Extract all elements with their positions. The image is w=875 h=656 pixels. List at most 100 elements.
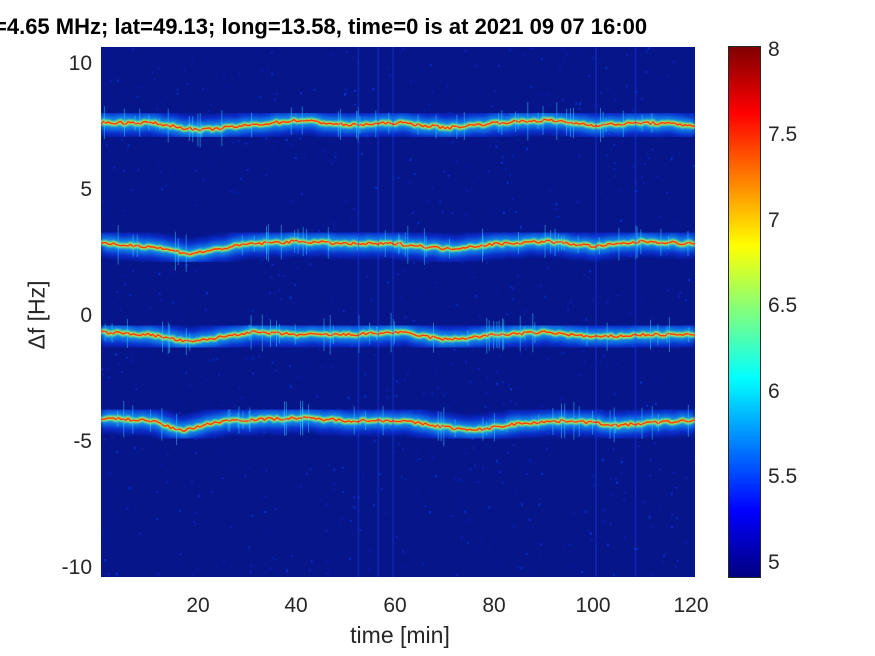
noise-speck	[495, 289, 498, 292]
noise-speck	[151, 71, 154, 73]
noise-speck	[555, 203, 558, 206]
noise-speck	[505, 167, 508, 171]
noise-speck	[470, 186, 473, 189]
noise-speck	[510, 289, 513, 291]
noise-speck	[132, 270, 134, 272]
noise-speck	[589, 532, 592, 535]
noise-speck	[274, 369, 277, 372]
noise-speck	[110, 80, 113, 83]
noise-speck	[610, 478, 613, 480]
noise-speck	[560, 397, 563, 401]
noise-speck	[548, 103, 551, 106]
noise-speck	[623, 536, 626, 539]
noise-speck	[593, 483, 596, 487]
noise-speck	[515, 210, 518, 213]
noise-speck	[269, 567, 272, 569]
noise-speck	[357, 496, 360, 499]
noise-speck	[604, 302, 607, 305]
noise-speck	[395, 394, 398, 397]
noise-speck	[319, 498, 322, 501]
noise-speck	[176, 92, 179, 95]
noise-speck	[533, 569, 536, 571]
noise-speck	[370, 298, 373, 301]
noise-speck	[156, 518, 158, 520]
noise-speck	[673, 100, 676, 103]
noise-speck	[424, 109, 427, 111]
noise-speck	[191, 574, 194, 577]
noise-speck	[288, 365, 291, 368]
noise-speck	[186, 83, 189, 85]
noise-speck	[397, 176, 400, 180]
chart-title: =4.65 MHz; lat=49.13; long=13.58, time=0…	[0, 14, 648, 39]
noise-speck	[343, 138, 346, 141]
noise-speck	[592, 475, 595, 478]
noise-speck	[561, 352, 564, 354]
noise-speck	[294, 156, 297, 159]
noise-speck	[692, 164, 695, 167]
noise-speck	[197, 495, 200, 498]
noise-speck	[554, 208, 557, 211]
noise-speck	[331, 161, 334, 165]
noise-speck	[609, 523, 612, 526]
noise-speck	[432, 362, 435, 363]
noise-speck	[648, 474, 651, 477]
noise-speck	[603, 521, 606, 523]
noise-speck	[510, 388, 512, 391]
noise-speck	[213, 436, 216, 439]
noise-speck	[101, 368, 104, 371]
noise-speck	[496, 140, 499, 143]
noise-speck	[647, 47, 650, 50]
noise-speck	[613, 168, 616, 171]
noise-speck	[455, 480, 458, 483]
noise-speck	[156, 108, 159, 110]
noise-speck	[289, 296, 292, 299]
noise-speck	[651, 573, 654, 576]
noise-speck	[338, 256, 341, 258]
noise-speck	[339, 522, 342, 524]
noise-speck	[216, 357, 219, 360]
noise-speck	[149, 441, 152, 444]
noise-speck	[248, 467, 251, 469]
noise-speck	[354, 89, 357, 93]
noise-speck	[316, 208, 319, 210]
noise-speck	[447, 406, 450, 409]
noise-speck	[404, 478, 407, 480]
noise-speck	[413, 173, 416, 175]
noise-speck	[232, 141, 235, 144]
noise-speck	[530, 85, 533, 88]
noise-speck	[615, 478, 618, 480]
noise-speck	[464, 50, 467, 52]
noise-speck	[516, 274, 519, 278]
noise-speck	[245, 374, 248, 377]
noise-speck	[437, 387, 439, 390]
noise-speck	[465, 166, 468, 169]
noise-speck	[671, 513, 674, 517]
noise-speck	[678, 153, 681, 155]
noise-speck	[105, 144, 108, 146]
noise-speck	[396, 273, 399, 275]
noise-speck	[424, 505, 427, 508]
noise-speck	[587, 277, 590, 279]
trace-0-layer-4	[101, 118, 695, 132]
noise-speck	[265, 137, 268, 140]
noise-speck	[131, 355, 134, 357]
noise-speck	[487, 545, 490, 548]
noise-speck	[273, 145, 276, 149]
noise-speck	[403, 270, 406, 272]
noise-speck	[353, 207, 356, 210]
noise-speck	[160, 298, 163, 302]
noise-speck	[158, 272, 161, 276]
noise-speck	[386, 167, 389, 169]
noise-speck	[117, 492, 120, 494]
noise-speck	[210, 103, 213, 107]
x-tick-label: 40	[284, 594, 308, 617]
noise-speck	[694, 460, 695, 463]
noise-speck	[487, 170, 490, 173]
noise-speck	[498, 64, 500, 68]
noise-speck	[628, 150, 631, 154]
x-tick-label: 80	[482, 594, 506, 617]
noise-speck	[429, 375, 432, 377]
noise-speck	[345, 89, 348, 91]
noise-speck	[322, 148, 325, 152]
noise-speck	[176, 88, 179, 92]
